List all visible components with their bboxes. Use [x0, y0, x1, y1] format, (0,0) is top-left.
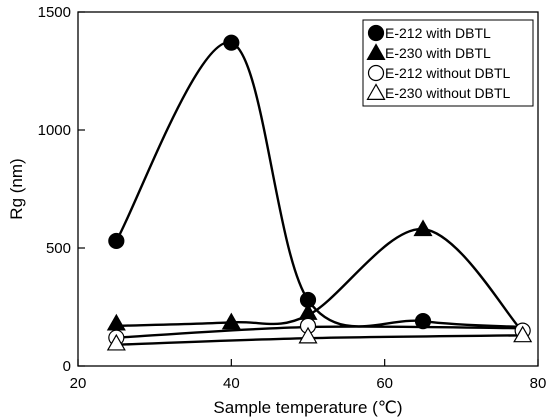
x-tick-label: 60	[376, 375, 393, 392]
ticks: 20 40 60 80 0 500 1000 1500	[38, 4, 547, 392]
legend: E-212 with DBTL E-230 with DBTL E-212 with…	[362, 19, 534, 107]
series-line-2	[116, 227, 524, 333]
series-1-point	[414, 313, 432, 330]
markers	[106, 34, 533, 351]
series-4-point	[106, 333, 126, 351]
series-4-point	[513, 325, 533, 343]
legend-label-3: E-212 without DBTL	[385, 65, 510, 81]
x-axis-title: Sample temperature (℃)	[213, 398, 402, 417]
legend-label-1: E-212 with DBTL	[385, 25, 491, 41]
legend-marker-1	[367, 24, 385, 42]
series-2-point	[221, 312, 241, 330]
x-tick-label: 80	[530, 375, 547, 392]
y-tick-label: 0	[63, 358, 71, 375]
series-2-point	[106, 313, 126, 331]
legend-label-4: E-230 without DBTL	[385, 85, 510, 101]
legend-marker-3	[367, 64, 385, 82]
plot-frame	[77, 11, 539, 367]
y-tick-label: 1000	[38, 122, 71, 139]
legend-marker-2	[366, 43, 386, 60]
y-tick-label: 1500	[38, 4, 71, 21]
x-tick-label: 40	[223, 375, 240, 392]
y-axis-title: Rg (nm)	[7, 158, 26, 219]
y-tick-label: 500	[46, 240, 71, 257]
x-tick-label: 20	[70, 375, 87, 392]
series-1-point	[223, 34, 240, 51]
series-2-point	[413, 219, 433, 237]
series-line-4	[116, 334, 523, 346]
series-1-point	[108, 232, 125, 250]
legend-label-2: E-230 with DBTL	[385, 45, 491, 61]
series-4-point	[298, 326, 318, 344]
legend-box	[362, 19, 534, 107]
legend-marker-4	[366, 83, 386, 100]
